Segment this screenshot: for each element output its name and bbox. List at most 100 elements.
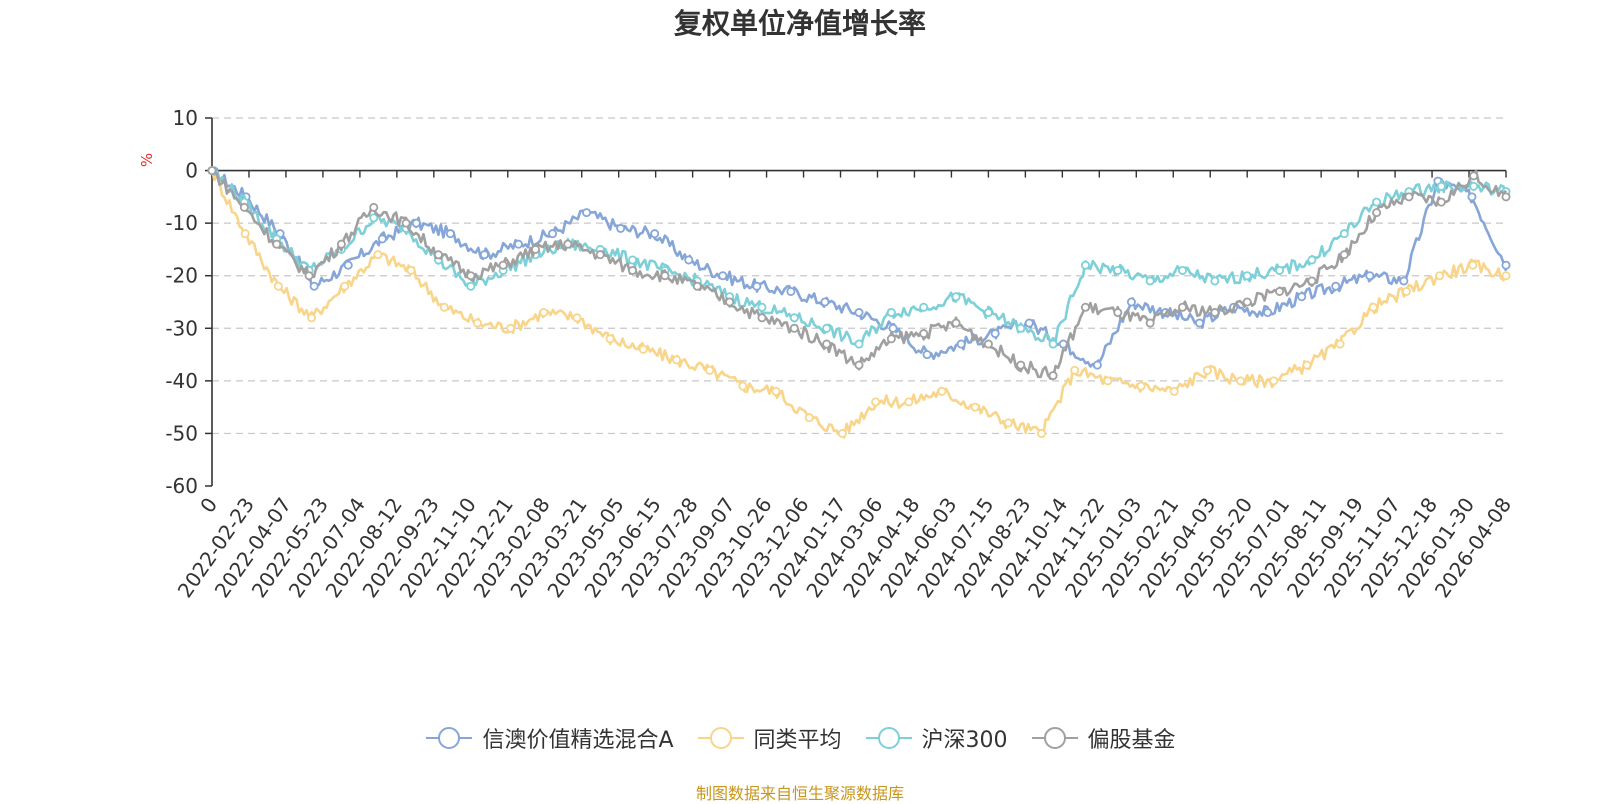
data-point [1469, 171, 1479, 181]
data-point [466, 281, 476, 291]
data-point [343, 260, 353, 270]
data-point [309, 281, 319, 291]
data-point [951, 292, 961, 302]
data-point [369, 202, 379, 212]
data-point [1126, 297, 1136, 307]
data-point [472, 318, 482, 328]
data-point [789, 313, 799, 323]
data-point [1436, 197, 1446, 207]
data-point [660, 271, 670, 281]
data-point [983, 339, 993, 349]
y-tick-label: -50 [165, 421, 198, 445]
y-tick-label: -20 [165, 264, 198, 288]
data-point [373, 250, 383, 260]
data-point [1339, 250, 1349, 260]
legend-label: 同类平均 [753, 728, 842, 753]
data-point [445, 229, 455, 239]
data-point [1331, 281, 1341, 291]
data-point [1501, 271, 1511, 281]
y-tick-label: -40 [165, 369, 198, 393]
data-point [752, 281, 762, 291]
data-point [1048, 371, 1058, 381]
data-point [970, 402, 980, 412]
series-line-1 [211, 166, 1508, 369]
data-point [804, 413, 814, 423]
legend-item[interactable]: 偏股基金 [1030, 722, 1176, 754]
data-point [1263, 308, 1273, 318]
data-point [983, 308, 993, 318]
data-point [207, 166, 217, 176]
data-point [272, 239, 282, 249]
data-point [854, 308, 864, 318]
data-point [904, 397, 914, 407]
data-point [1365, 271, 1375, 281]
x-tick-label: 0 [195, 493, 222, 517]
data-point [411, 218, 421, 228]
data-point [466, 271, 476, 281]
data-point [1372, 197, 1382, 207]
data-point [1339, 229, 1349, 239]
data-point [854, 360, 864, 370]
data-point [1404, 192, 1414, 202]
data-point [1080, 260, 1090, 270]
data-point [1335, 339, 1345, 349]
data-point [1113, 265, 1123, 275]
data-point [1275, 286, 1285, 296]
data-point [1307, 276, 1317, 286]
data-point [1436, 181, 1446, 191]
data-point [239, 202, 249, 212]
legend-marker-icon [1031, 727, 1078, 749]
data-point [1468, 260, 1478, 270]
legend-label: 偏股基金 [1087, 728, 1176, 753]
data-point [854, 339, 864, 349]
data-point [871, 397, 881, 407]
legend: 信澳价值精选混合A 同类平均 沪深300 偏股基金 [0, 722, 1600, 754]
data-point [1036, 428, 1046, 438]
y-tick-label: -10 [165, 211, 198, 235]
data-point [273, 281, 283, 291]
legend-item[interactable]: 同类平均 [696, 722, 842, 754]
data-point [595, 250, 605, 260]
data-point [757, 313, 767, 323]
data-point [672, 355, 682, 365]
data-point [990, 329, 1000, 339]
data-point [738, 381, 748, 391]
data-point [336, 239, 346, 249]
series-line-2 [210, 170, 1508, 439]
data-point [922, 350, 932, 360]
data-point [240, 229, 250, 239]
data-point [1195, 318, 1205, 328]
y-tick-label: 0 [185, 159, 198, 183]
data-point [498, 260, 508, 270]
data-point [616, 223, 626, 233]
legend-item[interactable]: 沪深300 [864, 722, 1008, 754]
data-point [1275, 265, 1285, 275]
data-source-note: 制图数据来自恒生聚源数据库 [695, 784, 904, 803]
data-point [1242, 297, 1252, 307]
data-point [1145, 318, 1155, 328]
y-tick-label: 10 [173, 106, 198, 130]
data-point [1210, 308, 1220, 318]
data-point [886, 334, 896, 344]
data-point [572, 313, 582, 323]
data-point [1469, 181, 1479, 191]
chart-title: 复权单位净值增长率 [673, 7, 926, 40]
data-point [563, 239, 573, 249]
legend-item[interactable]: 信澳价值精选混合A [424, 722, 674, 754]
data-point [1024, 318, 1034, 328]
data-point [956, 339, 966, 349]
data-point [1178, 302, 1188, 312]
data-point [705, 365, 715, 375]
data-point [628, 265, 638, 275]
data-point [718, 271, 728, 281]
data-point [1070, 365, 1080, 375]
data-point [1501, 260, 1511, 270]
data-point [1016, 323, 1026, 333]
data-point [628, 255, 638, 265]
data-point [692, 281, 702, 291]
data-point [1016, 360, 1026, 370]
legend-label: 信澳价值精选混合A [482, 728, 674, 753]
data-point [1080, 302, 1090, 312]
data-point [1372, 208, 1382, 218]
